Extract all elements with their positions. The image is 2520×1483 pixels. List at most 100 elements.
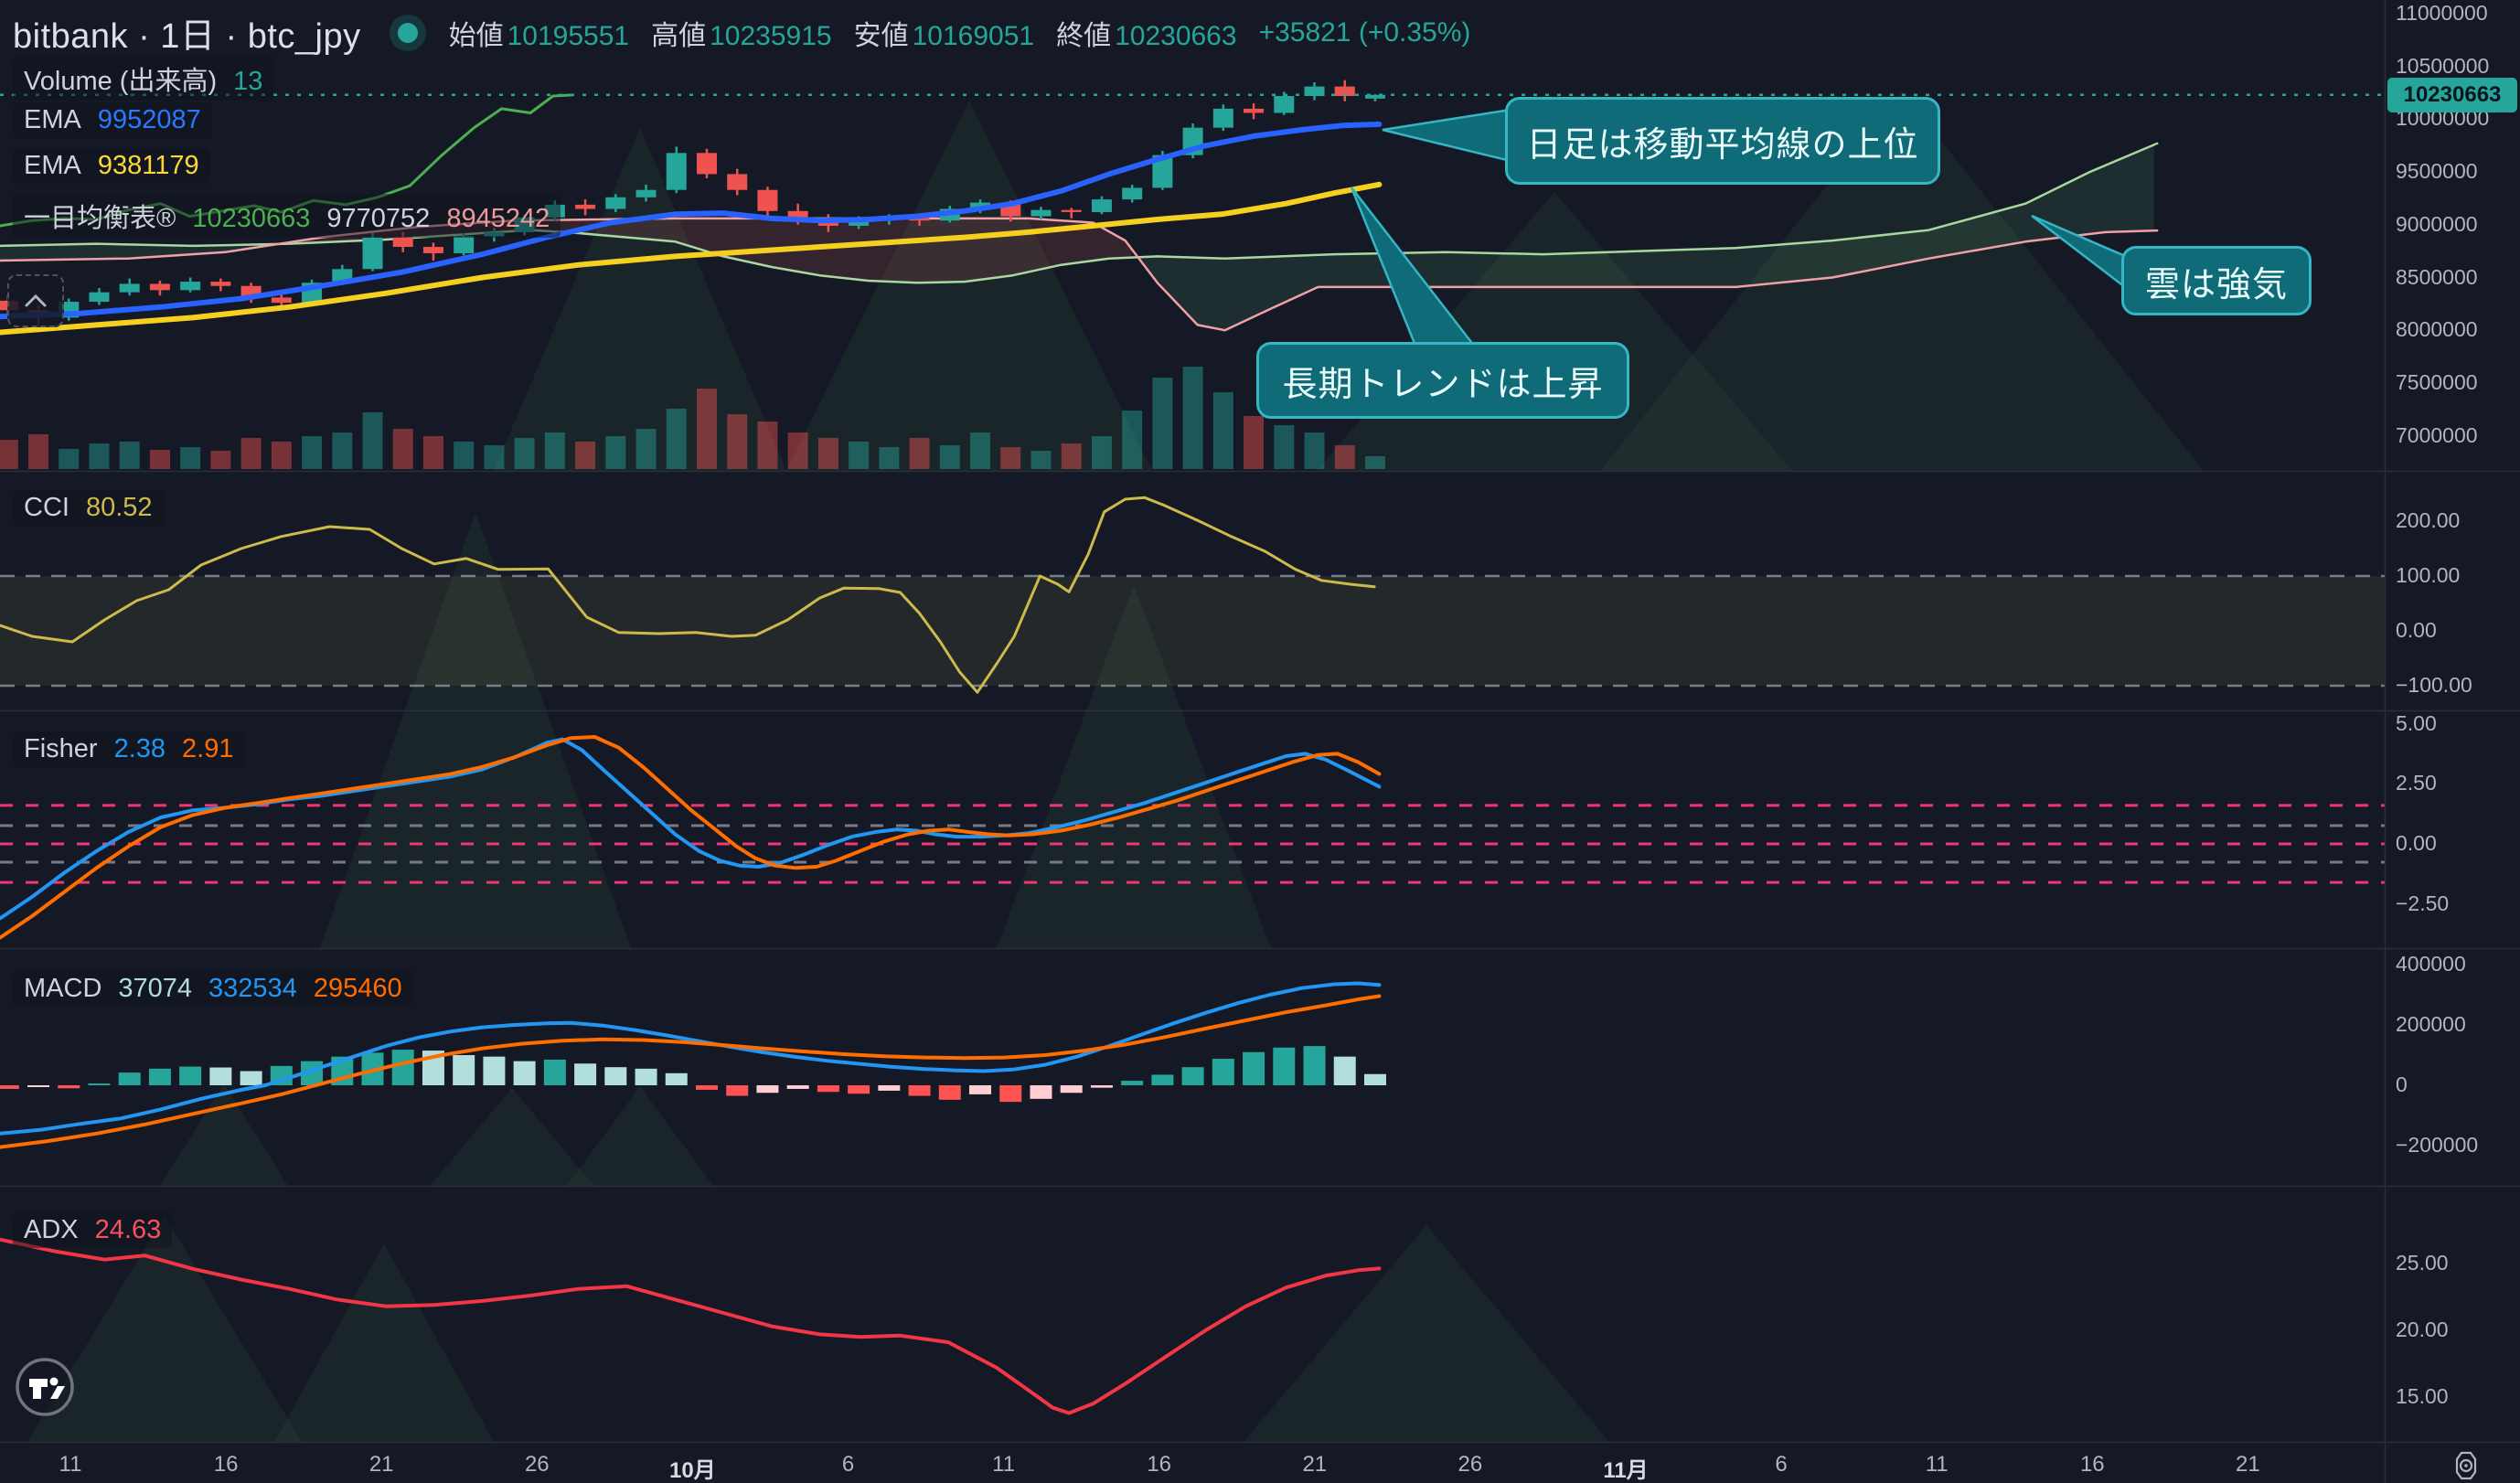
candle-body [1364,94,1385,99]
tradingview-logo[interactable] [13,1355,77,1419]
annotation-above-ma[interactable]: 日足は移動平均線の上位 [1505,97,1940,185]
volume-bar [817,438,838,469]
volume-bar [422,436,443,469]
annotation-bull-cloud[interactable]: 雲は強気 [2121,246,2312,315]
macd-histogram-bar [969,1085,992,1094]
macd-histogram-bar [1363,1073,1386,1085]
cci-line [0,496,1376,694]
time-scale[interactable]: 11 16 21 26 10月 6 11 16 21 26 11月 6 11 16 21 [0,1443,2520,1483]
fisher-label: Fisher [24,734,98,763]
macd-histogram-bar [1243,1051,1265,1085]
volume-bar [1091,436,1112,469]
macd-histogram-bar [391,1050,414,1085]
time-axis-label: 11月 [1603,1458,1649,1483]
candle-body [909,217,930,221]
macd-histogram-bar [543,1059,566,1085]
volume-bar [484,445,505,469]
legend-ema-fast[interactable]: EMA 9952087 [13,102,212,138]
candle-body [392,237,413,248]
volume-bar [119,442,140,469]
candle-body [1334,86,1355,97]
ema-fast-value: 9952087 [97,105,201,134]
price-axis-label: 8500000 [2396,264,2478,289]
last-price-tag: 10230663 [2387,78,2517,112]
ema-slow-label: EMA [24,151,81,180]
price-scale[interactable]: 11000000 10500000 10000000 9500000 9000000 85… [2387,0,2520,1442]
candle-body [1122,187,1143,200]
ohlc-close: 終値 10230663 [1056,13,1236,53]
ichimoku-value-1: 10230663 [192,204,311,233]
macd-signal-value: 295460 [313,974,402,1003]
volume-bar [696,389,717,469]
macd-histogram-bar [209,1067,232,1085]
macd-histogram-bar [878,1085,901,1091]
macd-histogram-bar [756,1085,779,1094]
volume-value: 13 [233,67,263,96]
volume-bar [514,438,535,469]
legend-macd[interactable]: MACD 37074 332534 295460 [13,971,413,1007]
volume-bar [1304,432,1325,469]
macd-histogram-bar [786,1085,809,1089]
time-axis-label: 21 [2236,1452,2260,1477]
candle-body [454,236,475,253]
candle-body [89,292,110,303]
watermark-triangle [274,1243,494,1442]
price-axis-label: 8000000 [2396,317,2478,342]
cci-label: CCI [24,493,69,522]
annotation-above-ma-pointer [1382,108,1512,163]
chevron-up-icon [25,293,47,307]
macd-histogram-bar [118,1072,141,1085]
candle-body [635,189,657,197]
legend-ichimoku[interactable]: 一目均衡表® 10230663 9770752 8945242 [13,194,561,238]
macd-histogram-bar [1333,1056,1356,1085]
timezone-clock-icon[interactable] [2451,1450,2482,1481]
watermark-triangle [27,1216,302,1442]
macd-histogram-bar [1273,1047,1296,1085]
volume-bar [59,449,80,469]
legend-cci[interactable]: CCI 80.52 [13,490,164,526]
watermark-triangle [430,1088,594,1186]
macd-histogram-bar [1212,1058,1234,1085]
candle-body [1304,86,1325,97]
macd-axis-label: 0 [2396,1072,2408,1096]
macd-axis-label: 400000 [2396,952,2466,976]
legend-ema-slow[interactable]: EMA 9381179 [13,148,210,184]
macd-histogram-bar [513,1061,536,1085]
time-axis-label: 6 [1775,1452,1788,1477]
volume-bar [362,412,383,469]
volume-bar [210,451,231,469]
fisher-signal-line [0,735,1382,940]
candle-body [757,189,778,211]
volume-bar [605,436,626,469]
candle-body [210,282,231,286]
volume-bar [849,442,870,469]
volume-label: Volume (出来高) [24,67,218,96]
macd-histogram-bar [58,1085,80,1089]
ichimoku-cloud [0,243,277,261]
time-axis-label: 16 [2079,1452,2105,1477]
volume-bar [544,432,565,469]
collapse-indicator-button[interactable] [7,274,64,327]
cci-value: 80.52 [85,493,153,522]
macd-histogram-bar [938,1085,961,1100]
price-axis-label: 9500000 [2396,159,2478,184]
symbol-title[interactable]: bitbank · 1日 · btc_jpy [13,17,361,56]
macd-histogram-bar [148,1068,171,1085]
legend-volume[interactable]: Volume (出来高) 13 [13,57,274,101]
macd-axis-label: 200000 [2396,1012,2466,1036]
candle-body [849,219,870,226]
candle-body [1091,199,1112,212]
volume-bar [28,434,49,469]
adx-value: 24.63 [94,1215,162,1244]
annotation-long-trend[interactable]: 長期トレンドは上昇 [1256,342,1629,419]
legend-adx[interactable]: ADX 24.63 [13,1212,173,1248]
adx-axis-label: 25.00 [2396,1251,2449,1275]
watermark-triangle [786,101,1152,471]
macd-histogram-bar [604,1067,627,1085]
watermark-triangle [567,1086,713,1186]
candle-body [1274,96,1295,113]
close-value: 10230663 [1115,20,1237,51]
open-label: 始値 [448,20,504,51]
legend-fisher[interactable]: Fisher 2.38 2.91 [13,731,245,767]
